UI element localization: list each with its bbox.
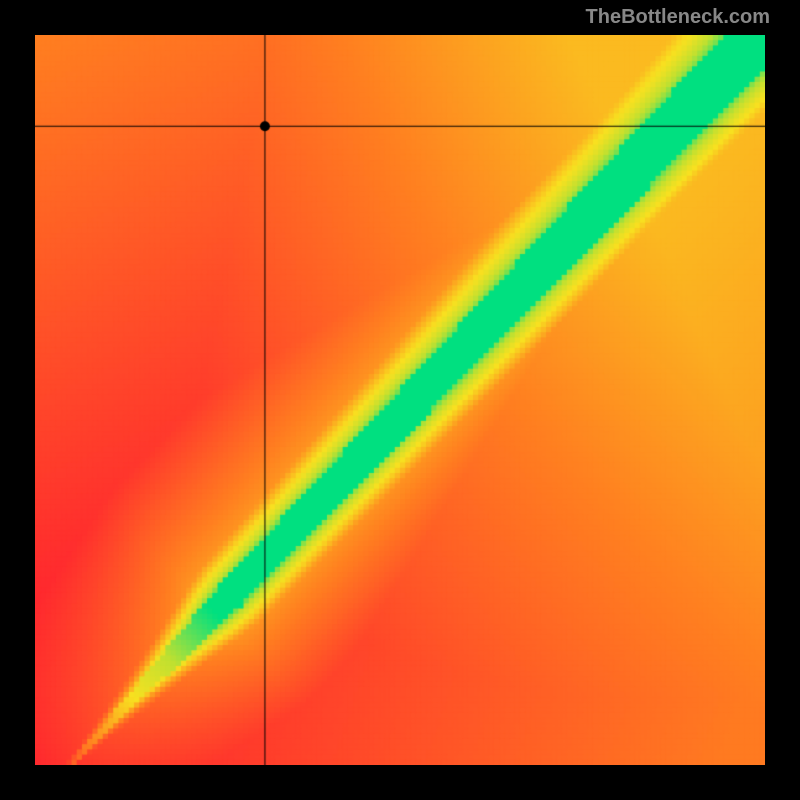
chart-container: TheBottleneck.com <box>0 0 800 800</box>
plot-area <box>35 35 765 765</box>
heatmap-canvas <box>35 35 765 765</box>
watermark-text: TheBottleneck.com <box>586 6 770 29</box>
